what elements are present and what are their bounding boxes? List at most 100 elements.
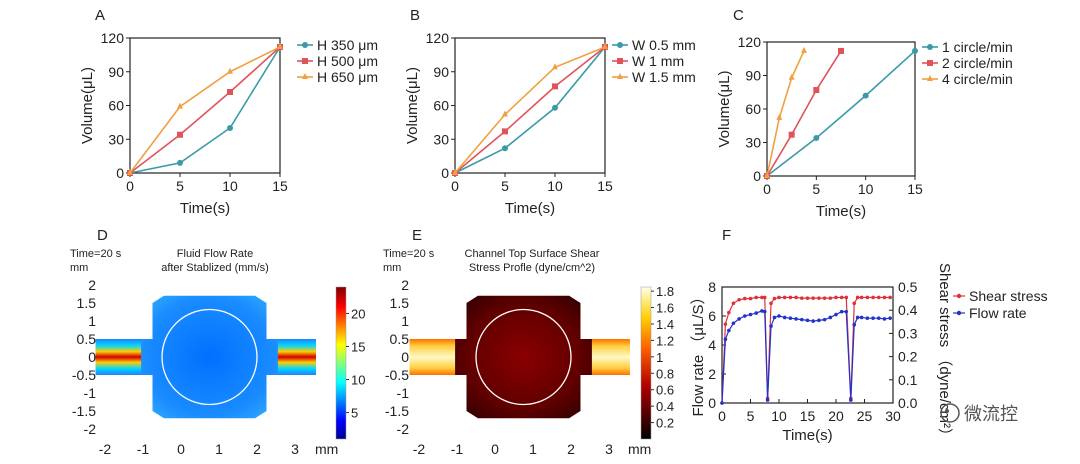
panel-f-ytick-left-label: 4 — [708, 337, 716, 353]
panel-b-xtick-label: 10 — [547, 178, 563, 194]
panel-a-series-line — [129, 46, 281, 174]
panel-d-ytick-label: -1 — [84, 385, 97, 401]
panel-f-data-point — [760, 309, 764, 313]
panel-f-data-point — [754, 311, 758, 315]
panel-e-xtick-label: 2 — [567, 441, 575, 457]
panel-f-ytick-right-label: 0.1 — [898, 372, 918, 388]
panel-a-letter: A — [95, 7, 105, 24]
panel-f-ytick-left-label: 6 — [708, 308, 716, 324]
panel-a-xlabel: Time(s) — [180, 200, 230, 217]
panel-d-ytick-label: 2 — [88, 277, 96, 293]
panel-f-legend-label: Shear stress — [969, 288, 1048, 304]
panel-f-ylabel-right: Shear stress （dyne/cm²） — [936, 263, 953, 443]
panel-b-xtick-label: 5 — [501, 178, 509, 194]
panel-f-data-point — [777, 295, 781, 300]
panel-e-inlet — [409, 339, 446, 375]
panel-f-data-point — [800, 317, 804, 322]
panel-f-data-point — [727, 328, 731, 333]
panel-e-time-label: Time=20 s — [383, 248, 435, 260]
panel-a-xtick-label: 15 — [272, 178, 288, 194]
panel-e-ytick-label: 0 — [401, 349, 409, 365]
panel-e-colorbar-label: 0.2 — [656, 416, 674, 431]
panel-c-data-point — [862, 92, 869, 99]
panel-f-data-point — [817, 296, 821, 300]
panel-b-ylabel: Volume(μL) — [404, 67, 421, 144]
panel-a-legend-label: H 350 μm — [317, 37, 378, 53]
panel-c-series-line — [766, 50, 916, 177]
panel-c-data-point — [813, 135, 820, 142]
panel-c-legend-label: 1 circle/min — [942, 39, 1013, 55]
panel-b-legend-label: W 1 mm — [632, 53, 684, 69]
panel-f-data-point — [876, 316, 881, 320]
panel-c-data-point — [788, 73, 795, 80]
panel-a-ytick-label: 0 — [116, 165, 124, 181]
panel-f-data-point — [769, 301, 773, 306]
panel-a-series-line — [129, 46, 281, 174]
panel-d-ytick-label: 0 — [88, 349, 96, 365]
panel-c-data-point — [764, 172, 770, 178]
panel-e-letter: E — [412, 227, 422, 244]
panel-f-data-point — [748, 296, 753, 301]
panel-c-xtick-label: 0 — [763, 181, 771, 197]
panel-b-xtick-label: 0 — [451, 178, 459, 194]
panel-d-ytick-label: 1.5 — [77, 295, 97, 311]
panel-f-xtick-label: 0 — [718, 408, 726, 424]
panel-f-data-point — [777, 314, 781, 318]
panel-d-colorbar-label: 15 — [351, 339, 365, 354]
panel-f-data-point — [888, 316, 892, 320]
panel-a-data-point — [227, 125, 233, 131]
panel-f-legend-marker — [956, 293, 962, 299]
panel-e-colorbar-label: 1.8 — [656, 284, 674, 299]
panel-e-colorbar-label: 1 — [656, 350, 663, 365]
panel-a-data-point — [177, 159, 183, 166]
panel-f-legend-label: Flow rate — [969, 305, 1027, 321]
panel-b-xtick-label: 15 — [597, 178, 613, 194]
panel-f-data-point — [855, 315, 860, 320]
panel-d-unit-label: mm — [70, 262, 88, 274]
panel-f-xtick-label: 25 — [857, 408, 873, 424]
panel-e-colorbar-label: 0.8 — [656, 366, 674, 381]
panel-b-legend-marker — [617, 42, 623, 48]
panel-e-outlet — [599, 339, 630, 375]
watermark-icon-dot — [945, 409, 949, 413]
panel-f-ytick-left-label: 0 — [708, 395, 716, 411]
panel-c-data-point — [801, 46, 807, 53]
panel-e-colorbar-label: 0.4 — [656, 399, 674, 414]
panel-f-data-point — [828, 315, 833, 320]
panel-f-data-point — [765, 398, 770, 402]
panel-c-legend-label: 4 circle/min — [942, 71, 1013, 87]
panel-f-ytick-right-label: 0.4 — [898, 302, 918, 318]
panel-e-ytick-label: 0.5 — [390, 331, 410, 347]
panel-f-data-point — [772, 315, 777, 320]
panel-f-data-point — [788, 316, 793, 320]
panel-b-legend-marker — [617, 73, 623, 79]
panel-c-ytick-label: 30 — [745, 135, 761, 151]
panel-e-ytick-label: 1 — [401, 313, 409, 329]
panel-a-ytick-label: 60 — [108, 98, 124, 114]
panel-f-ytick-right-label: 0.0 — [898, 395, 918, 411]
panel-d-xtick-label: 1 — [215, 441, 223, 457]
panel-d-ytick-label: -2 — [84, 421, 97, 437]
panel-d-outlet — [285, 339, 316, 375]
panel-a-xtick-label: 10 — [222, 178, 238, 194]
panel-a-ytick-label: 120 — [101, 30, 125, 46]
panel-f-data-point — [817, 318, 821, 323]
panel-e-colorbar-label: 1.2 — [656, 333, 674, 348]
panel-a-ytick-label: 30 — [108, 131, 124, 147]
panel-a-xtick-label: 0 — [126, 178, 134, 194]
panel-c-legend-marker — [927, 60, 933, 66]
panel-d-title-line2: after Stablized (mm/s) — [161, 262, 269, 274]
panel-e-ytick-label: -1.5 — [385, 403, 409, 419]
panel-a-legend-marker — [302, 42, 308, 48]
panel-f-xtick-label: 10 — [771, 408, 787, 424]
panel-b-xlabel: Time(s) — [505, 200, 555, 217]
panel-f-data-point — [859, 295, 864, 300]
panel-f-series-line — [721, 296, 891, 404]
panel-d-inlet — [95, 339, 132, 375]
panel-f-data-point — [859, 315, 864, 320]
panel-a-series-line — [129, 46, 281, 174]
panel-f-data-point — [769, 324, 773, 328]
panel-a-legend-marker — [302, 58, 308, 64]
panel-e-ytick-label: -1 — [397, 385, 410, 401]
panel-b-data-point — [502, 128, 508, 135]
